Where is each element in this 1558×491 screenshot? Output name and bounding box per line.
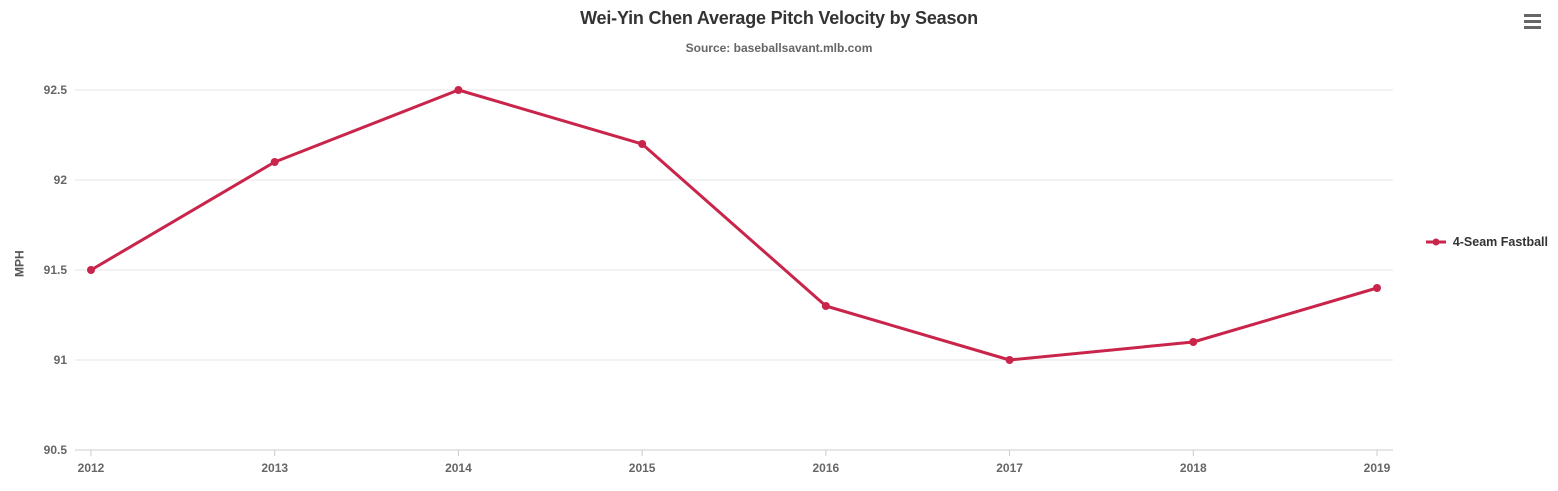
data-point-marker xyxy=(270,158,279,166)
chart-title: Wei-Yin Chen Average Pitch Velocity by S… xyxy=(580,8,978,28)
y-axis-tick-label: 91.5 xyxy=(44,263,68,277)
legend-item-4-seam-fastball[interactable]: 4-Seam Fastball xyxy=(1425,235,1548,249)
y-axis-tick-label: 90.5 xyxy=(44,443,68,457)
y-axis-tick-label: 92.5 xyxy=(44,83,68,97)
x-axis-tick-label: 2015 xyxy=(629,461,656,475)
data-point-marker xyxy=(638,140,647,148)
x-axis-tick-label: 2018 xyxy=(1180,461,1207,475)
data-point-marker xyxy=(1189,338,1198,346)
hamburger-icon xyxy=(1523,13,1541,29)
chart-subtitle: Source: baseballsavant.mlb.com xyxy=(685,41,873,55)
x-axis-tick-label: 2012 xyxy=(78,461,105,475)
x-axis-tick-label: 2017 xyxy=(996,461,1023,475)
data-point-marker xyxy=(87,266,95,274)
data-point-marker xyxy=(1373,284,1381,292)
y-axis-tick-label: 91 xyxy=(54,353,68,367)
x-axis-tick-label: 2014 xyxy=(445,461,472,475)
x-axis-tick-label: 2019 xyxy=(1364,461,1391,475)
x-axis-tick-label: 2016 xyxy=(813,461,840,475)
data-point-marker xyxy=(821,302,830,310)
data-point-marker xyxy=(1005,356,1014,364)
data-point-marker xyxy=(454,86,463,94)
y-axis-tick-label: 92 xyxy=(54,173,68,187)
series-line xyxy=(89,88,1379,362)
legend-marker-icon xyxy=(1425,238,1446,246)
legend-label: 4-Seam Fastball xyxy=(1452,235,1548,249)
chart-context-menu-button[interactable] xyxy=(1518,8,1546,34)
x-axis-tick-label: 2013 xyxy=(261,461,288,475)
